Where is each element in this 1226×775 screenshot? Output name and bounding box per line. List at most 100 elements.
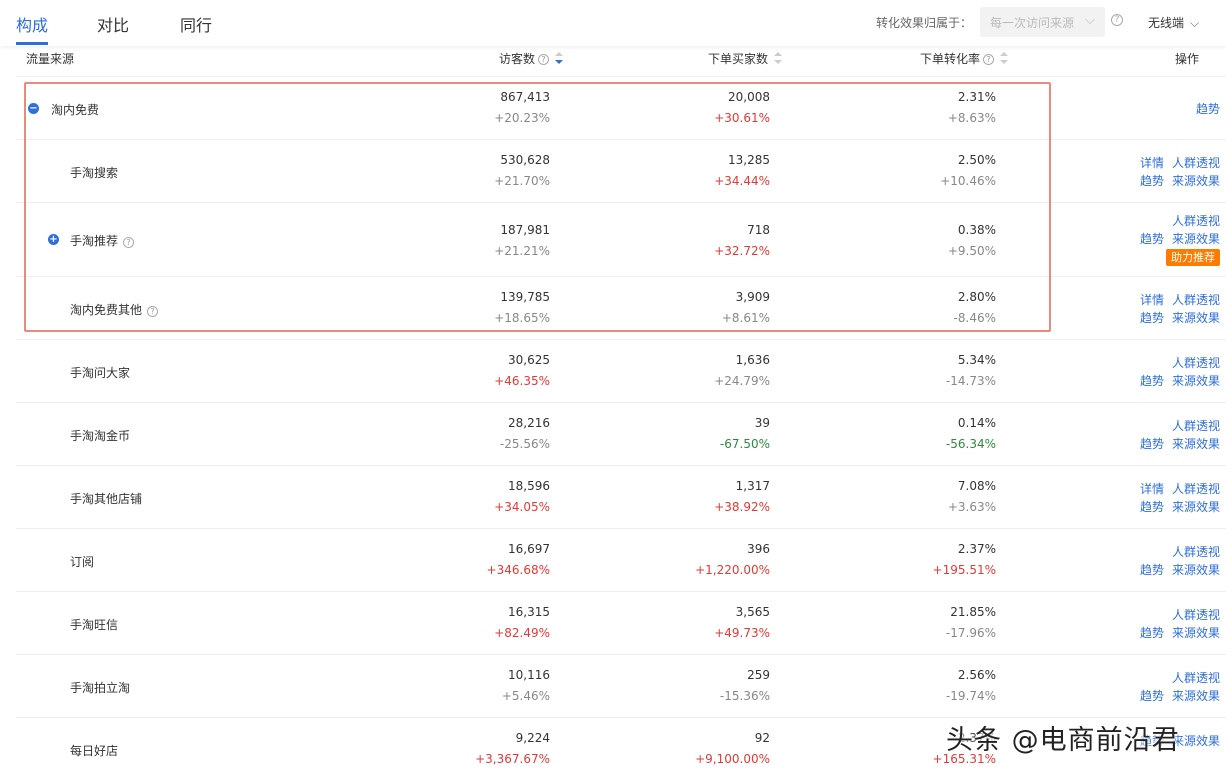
actions-line: 趋势 来源效果 <box>1106 687 1226 705</box>
header-divider <box>16 76 1226 77</box>
row-actions: 人群透视 趋势 来源效果 <box>1106 354 1226 390</box>
recommend-badge[interactable]: 助力推荐 <box>1166 249 1220 266</box>
source-label: 手淘旺信 <box>70 617 119 632</box>
tab-composition[interactable]: 构成 <box>16 16 49 35</box>
action-link[interactable]: 来源效果 <box>1171 173 1220 188</box>
action-link[interactable]: 来源效果 <box>1171 310 1220 325</box>
header-ops: 操作 <box>1175 52 1200 66</box>
sort-icon[interactable] <box>555 52 564 64</box>
action-link[interactable]: 趋势 <box>1139 232 1164 246</box>
action-link[interactable]: 来源效果 <box>1171 373 1220 388</box>
action-link[interactable]: 人群透视 <box>1171 214 1220 228</box>
buyers-value: 259 <box>747 668 770 682</box>
action-link[interactable]: 来源效果 <box>1171 733 1220 748</box>
action-link[interactable]: 趋势 <box>1139 562 1164 577</box>
action-link[interactable]: 详情 <box>1139 292 1164 307</box>
visitors-delta: +346.68% <box>486 563 550 577</box>
action-link[interactable]: 趋势 <box>1139 499 1164 514</box>
actions-line: 人群透视 <box>1106 669 1226 687</box>
row-actions: 人群透视 趋势 来源效果 <box>1106 669 1226 705</box>
visitors-delta: +18.65% <box>494 311 550 325</box>
source-label: 手淘拍立淘 <box>70 680 131 695</box>
row-actions: 人群透视 趋势 来源效果 <box>1106 543 1226 579</box>
action-link[interactable]: 趋势 <box>1139 733 1164 748</box>
table-row: 手淘淘金币 28,216 -25.56% 39 -67.50% 0.14% -56.34% 人… <box>16 403 1226 466</box>
action-link[interactable]: 趋势 <box>1139 373 1164 388</box>
actions-line: 趋势 来源效果 <box>1106 309 1226 327</box>
collapse-icon[interactable]: − <box>28 102 39 114</box>
action-link[interactable]: 人群透视 <box>1171 481 1220 496</box>
visitors-value: 30,625 <box>508 353 550 367</box>
actions-line: 趋势 来源效果 <box>1106 435 1226 453</box>
action-link[interactable]: 人群透视 <box>1171 544 1220 559</box>
rate-cell: 0.14% -56.34% <box>896 413 996 455</box>
visitors-delta: +82.49% <box>494 626 550 640</box>
table-row: − 淘内免费 867,413 +20.23% 20,008 +30.61% 2.31% +8.… <box>16 77 1226 140</box>
action-link[interactable]: 来源效果 <box>1171 562 1220 577</box>
action-link[interactable]: 趋势 <box>1139 173 1164 188</box>
action-link[interactable]: 来源效果 <box>1171 688 1220 703</box>
action-link[interactable]: 来源效果 <box>1171 499 1220 514</box>
help-icon[interactable]: ? <box>147 305 159 317</box>
action-link[interactable]: 趋势 <box>1139 436 1164 451</box>
action-link[interactable]: 来源效果 <box>1171 436 1220 451</box>
help-icon[interactable]: ? <box>123 237 135 248</box>
sort-icon[interactable] <box>774 52 783 64</box>
visitors-value: 10,116 <box>508 668 550 682</box>
action-link[interactable]: 来源效果 <box>1171 232 1220 246</box>
action-link[interactable]: 人群透视 <box>1171 292 1220 307</box>
action-link[interactable]: 人群透视 <box>1171 670 1220 685</box>
actions-line: 详情 人群透视 <box>1106 480 1226 498</box>
visitors-delta: +46.35% <box>494 374 550 388</box>
rate-delta: -17.96% <box>945 626 996 640</box>
help-icon[interactable]: ? <box>983 54 995 65</box>
row-actions: 趋势 来源效果 <box>1106 732 1226 750</box>
visitors-value: 867,413 <box>500 90 550 104</box>
buyers-delta: -67.50% <box>719 437 770 451</box>
help-icon[interactable]: ? <box>1111 14 1123 26</box>
buyers-value: 3,909 <box>735 290 770 304</box>
buyers-value: 39 <box>754 416 770 430</box>
buyers-cell: 13,285 +34.44% <box>670 150 770 192</box>
rate-value: 2.31% <box>957 90 996 104</box>
action-link[interactable]: 趋势 <box>1139 688 1164 703</box>
source-label: 手淘问大家 <box>70 365 131 380</box>
actions-line: 人群透视 <box>1106 543 1226 561</box>
action-link[interactable]: 来源效果 <box>1171 625 1220 640</box>
device-select[interactable]: 无线端 ⌵ <box>1148 14 1199 31</box>
action-link[interactable]: 趋势 <box>1139 310 1164 325</box>
action-link[interactable]: 详情 <box>1139 481 1164 496</box>
source-label: 手淘淘金币 <box>70 428 131 443</box>
action-link[interactable]: 详情 <box>1139 155 1164 170</box>
help-icon[interactable]: ? <box>538 54 550 65</box>
rate-value: 0.38% <box>957 223 996 237</box>
rate-value: 2.37% <box>957 542 996 556</box>
header-buyers[interactable]: 下单买家数 <box>708 50 783 67</box>
action-link[interactable]: 人群透视 <box>1171 155 1220 170</box>
rate-cell: 2.37% +165.31% <box>896 728 996 770</box>
action-link[interactable]: 趋势 <box>1195 101 1220 116</box>
attribution-select[interactable]: 每一次访问来源 ⌵ <box>980 7 1105 37</box>
action-link[interactable]: 人群透视 <box>1171 418 1220 433</box>
header-visitors[interactable]: 访客数? <box>499 50 564 67</box>
buyers-cell: 20,008 +30.61% <box>670 87 770 129</box>
chevron-down-icon: ⌵ <box>1085 13 1095 28</box>
action-link[interactable]: 人群透视 <box>1171 355 1220 370</box>
tab-compare[interactable]: 对比 <box>97 16 130 35</box>
sort-icon[interactable] <box>1000 52 1009 64</box>
visitors-cell: 10,116 +5.46% <box>450 665 550 707</box>
rate-cell: 0.38% +9.50% <box>896 220 996 262</box>
visitors-cell: 28,216 -25.56% <box>450 413 550 455</box>
rate-value: 0.14% <box>957 416 996 430</box>
buyers-value: 1,317 <box>735 479 770 493</box>
header-rate[interactable]: 下单转化率? <box>920 50 1009 67</box>
source-label: 手淘搜索 <box>70 165 119 180</box>
tab-peers[interactable]: 同行 <box>180 16 213 35</box>
visitors-cell: 530,628 +21.70% <box>450 150 550 192</box>
visitors-cell: 187,981 +21.21% <box>450 220 550 262</box>
expand-icon[interactable]: + <box>48 234 59 245</box>
source-label: 手淘其他店铺 <box>70 491 143 506</box>
action-link[interactable]: 趋势 <box>1139 625 1164 640</box>
rate-cell: 2.31% +8.63% <box>896 87 996 129</box>
action-link[interactable]: 人群透视 <box>1171 607 1220 622</box>
